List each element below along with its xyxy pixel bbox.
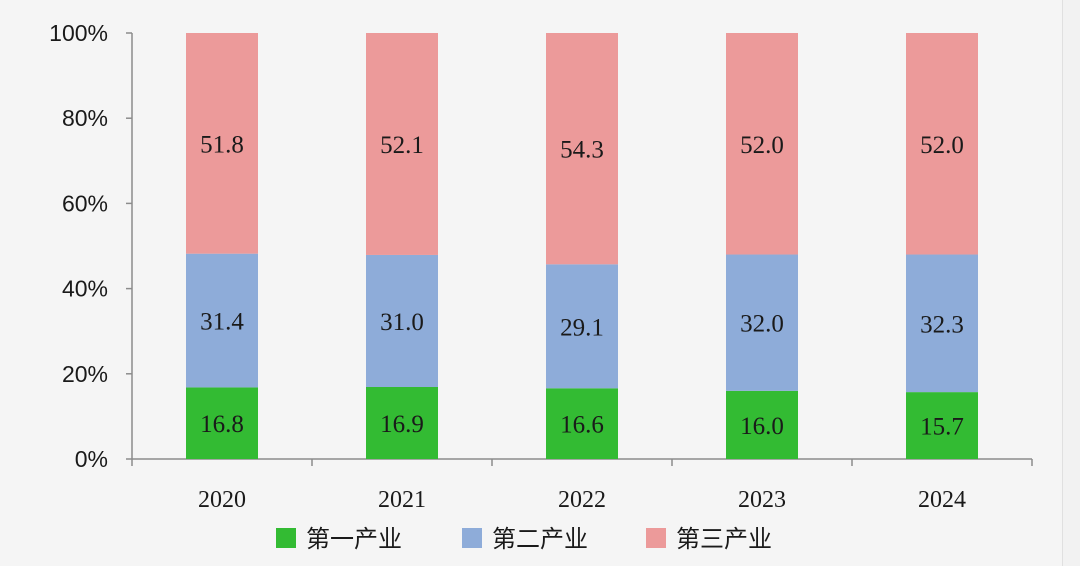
x-tick-label: 2023 <box>738 487 786 513</box>
bar-segment <box>186 33 258 254</box>
y-tick-label: 60% <box>62 190 108 216</box>
bar-segment <box>546 33 618 265</box>
y-tick-label: 80% <box>62 105 108 131</box>
y-axis-ticks: 0% 20% 40% 60% 80% 100% <box>49 20 132 472</box>
y-tick-label: 0% <box>75 446 108 472</box>
legend-label: 第二产业 <box>492 525 588 553</box>
bar-segment <box>366 387 438 459</box>
bar-segment <box>546 264 618 389</box>
legend-label: 第三产业 <box>676 525 772 553</box>
data-label: 51.8 <box>200 131 244 158</box>
bar-segment <box>186 253 258 388</box>
x-axis-ticks: 2020 2021 2022 2023 2024 <box>131 459 1033 513</box>
legend-swatch <box>646 528 666 548</box>
bar-segment <box>546 388 618 459</box>
bar-segment <box>726 33 798 255</box>
data-label: 16.0 <box>740 413 784 440</box>
data-label: 31.4 <box>200 309 244 336</box>
data-label: 15.7 <box>920 414 964 441</box>
x-tick-label: 2021 <box>378 487 426 513</box>
data-label: 52.0 <box>920 132 964 159</box>
bar-segment <box>906 392 978 459</box>
data-label: 16.6 <box>560 412 604 439</box>
data-label: 32.3 <box>920 311 964 338</box>
data-label: 16.9 <box>380 411 424 438</box>
data-labels: 16.8 31.4 51.8 16.9 31.0 52.1 16.6 29.1 54.3 16.0… <box>200 131 964 440</box>
x-tick-label: 2020 <box>198 487 246 513</box>
x-tick-label: 2022 <box>558 487 606 513</box>
bar-segment <box>906 254 978 393</box>
legend-swatch <box>276 528 296 548</box>
data-label: 54.3 <box>560 137 604 164</box>
data-label: 29.1 <box>560 314 604 341</box>
bar-segment <box>366 33 438 255</box>
y-tick-label: 100% <box>49 20 108 46</box>
data-label: 16.8 <box>200 411 244 438</box>
bar-segments <box>186 33 978 459</box>
bar-segment <box>726 390 798 459</box>
legend: 第一产业 第二产业 第三产业 <box>276 525 772 553</box>
bar-segment <box>366 254 438 388</box>
y-tick-label: 20% <box>62 361 108 387</box>
x-tick-label: 2024 <box>918 487 966 513</box>
data-label: 52.1 <box>380 132 424 159</box>
legend-swatch <box>462 528 482 548</box>
bar-segment <box>186 387 258 459</box>
bar-segment <box>906 33 978 255</box>
bar-segment <box>726 254 798 391</box>
data-label: 32.0 <box>740 311 784 338</box>
legend-label: 第一产业 <box>306 525 402 553</box>
y-tick-label: 40% <box>62 276 108 302</box>
data-label: 31.0 <box>380 309 424 336</box>
data-label: 52.0 <box>740 132 784 159</box>
